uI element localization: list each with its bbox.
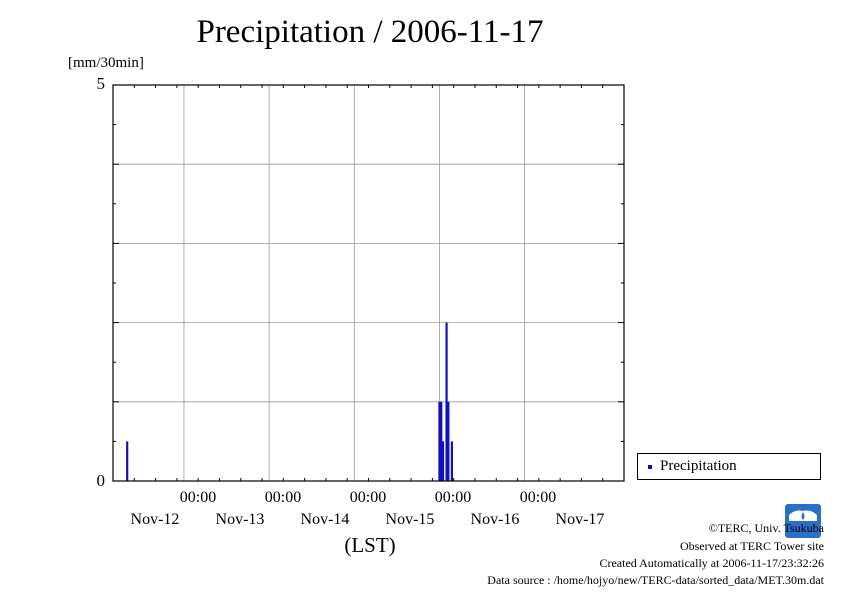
credit-line: ©TERC, Univ. Tsukuba bbox=[708, 521, 824, 535]
y-tick-label-min: 0 bbox=[96, 471, 106, 490]
x-time-tick-label: 00:00 bbox=[179, 489, 217, 506]
y-tick-label-max: 5 bbox=[96, 74, 106, 93]
precipitation-bar bbox=[447, 401, 450, 481]
precipitation-bar bbox=[126, 441, 129, 481]
x-time-tick-label: 00:00 bbox=[264, 489, 302, 506]
x-time-tick-label: 00:00 bbox=[349, 489, 387, 506]
credit-created-timestamp: Created Automatically at 2006-11-17/23:3… bbox=[599, 556, 824, 570]
precipitation-bar bbox=[445, 322, 448, 481]
y-axis-unit-label: [mm/30min] bbox=[68, 55, 144, 71]
credit-observed-site: Observed at TERC Tower site bbox=[679, 539, 824, 553]
legend-label-precipitation: Precipitation bbox=[660, 458, 737, 474]
precipitation-bar bbox=[438, 401, 441, 481]
x-day-label: Nov-13 bbox=[215, 511, 265, 528]
x-day-label: Nov-15 bbox=[385, 511, 435, 528]
terc-logo-icon bbox=[785, 504, 821, 538]
credit-data-source: Data source : /home/hojyo/new/TERC-data/… bbox=[487, 573, 824, 587]
x-day-label: Nov-17 bbox=[555, 511, 605, 528]
chart-legend: Precipitation bbox=[637, 453, 821, 480]
precipitation-bar bbox=[440, 401, 443, 481]
x-day-label: Nov-16 bbox=[470, 511, 520, 528]
precipitation-bar bbox=[441, 441, 445, 481]
legend-swatch-precipitation bbox=[648, 465, 652, 469]
precipitation-bar bbox=[450, 441, 453, 481]
x-time-tick-label: 00:00 bbox=[434, 489, 472, 506]
chart-title: Precipitation / 2006-11-17 bbox=[196, 14, 544, 50]
x-day-label: Nov-14 bbox=[300, 511, 350, 528]
x-axis-title: (LST) bbox=[344, 533, 396, 557]
x-day-label: Nov-12 bbox=[130, 511, 180, 528]
plot-frame bbox=[112, 84, 625, 482]
x-time-tick-label: 00:00 bbox=[519, 489, 557, 506]
